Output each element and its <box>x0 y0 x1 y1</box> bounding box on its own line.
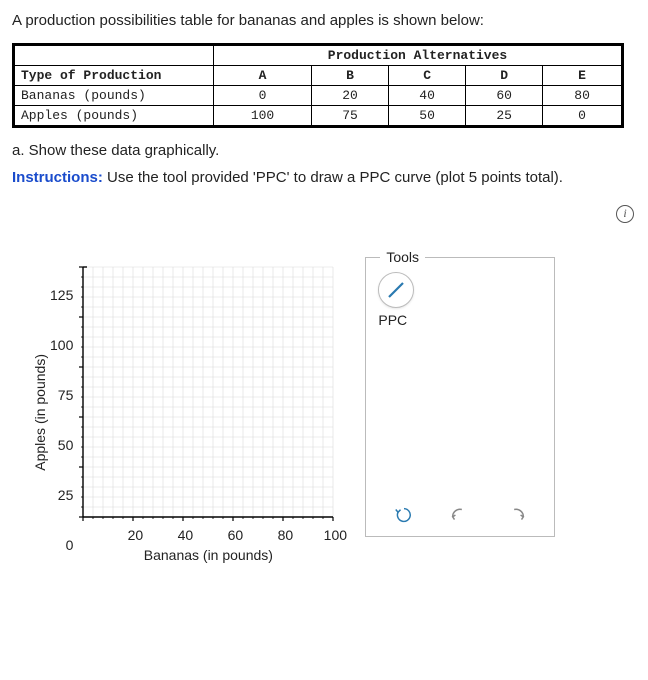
table-corner-blank <box>14 45 214 66</box>
tools-legend: Tools <box>380 249 425 265</box>
x-tick: 80 <box>278 527 294 543</box>
refresh-icon <box>393 504 415 526</box>
redo-button[interactable] <box>505 504 527 526</box>
table-super-header: Production Alternatives <box>214 45 623 66</box>
col-header: C <box>389 66 466 86</box>
intro-text: A production possibilities table for ban… <box>12 12 636 29</box>
ppc-tool-label: PPC <box>378 312 407 328</box>
redo-icon <box>505 504 527 526</box>
cell: 60 <box>466 86 543 106</box>
cell: 20 <box>312 86 389 106</box>
cell: 0 <box>543 106 623 127</box>
cell: 80 <box>543 86 623 106</box>
instructions: Instructions: Use the tool provided 'PPC… <box>12 169 636 186</box>
col-header: E <box>543 66 623 86</box>
table-row: Apples (pounds) 100 75 50 25 0 <box>14 106 623 127</box>
chart-canvas[interactable] <box>79 263 337 521</box>
x-tick: 100 <box>324 527 347 543</box>
cell: 0 <box>214 86 312 106</box>
x-tick: 20 <box>128 527 144 543</box>
line-tool-icon <box>386 280 406 300</box>
production-table: Production Alternatives Type of Producti… <box>12 43 624 128</box>
cell: 75 <box>312 106 389 127</box>
col-header: B <box>312 66 389 86</box>
row-label: Apples (pounds) <box>14 106 214 127</box>
cell: 25 <box>466 106 543 127</box>
table-row: Bananas (pounds) 0 20 40 60 80 <box>14 86 623 106</box>
instructions-text: Use the tool provided 'PPC' to draw a PP… <box>103 169 563 186</box>
reset-button[interactable] <box>393 504 415 526</box>
info-icon[interactable]: i <box>616 205 634 223</box>
ppc-tool-button[interactable] <box>378 272 414 308</box>
y-axis-label: Apples (in pounds) <box>32 354 48 471</box>
x-tick: 60 <box>228 527 244 543</box>
graph-area: Apples (in pounds) 125 100 75 50 25 0 20… <box>32 263 636 563</box>
x-tick: 40 <box>178 527 194 543</box>
x-axis-label: Bananas (in pounds) <box>144 547 273 563</box>
col-header: A <box>214 66 312 86</box>
cell: 40 <box>389 86 466 106</box>
row-header-label: Type of Production <box>14 66 214 86</box>
cell: 50 <box>389 106 466 127</box>
instructions-label: Instructions: <box>12 169 103 186</box>
undo-icon <box>449 504 471 526</box>
col-header: D <box>466 66 543 86</box>
row-label: Bananas (pounds) <box>14 86 214 106</box>
undo-button[interactable] <box>449 504 471 526</box>
tools-panel: Tools PPC <box>365 257 555 537</box>
cell: 100 <box>214 106 312 127</box>
y-axis-ticks: 125 100 75 50 25 0 <box>50 288 73 538</box>
part-a-label: a. Show these data graphically. <box>12 142 636 159</box>
x-axis-ticks: 20406080100 <box>85 527 335 543</box>
